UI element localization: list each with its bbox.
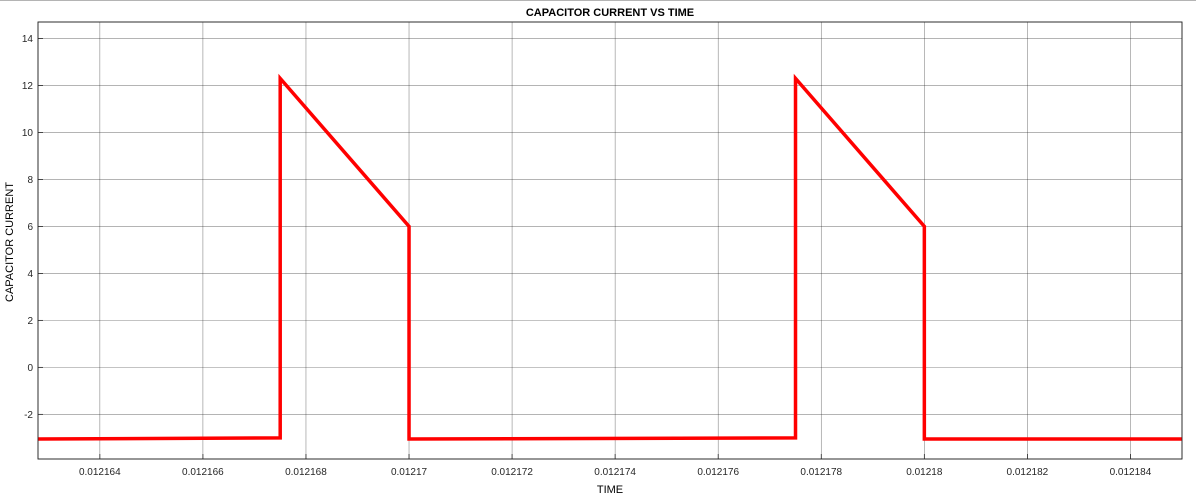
series-layer <box>37 73 1182 441</box>
plot-area <box>37 21 1183 460</box>
y-tick-label: 0 <box>27 363 33 374</box>
x-tick-label: 0.012166 <box>182 467 224 478</box>
y-axis-label: CAPACITOR CURRENT <box>4 182 16 302</box>
x-tick-label: 0.012182 <box>1007 467 1049 478</box>
y-tick-label: 2 <box>27 316 33 327</box>
chart-title: CAPACITOR CURRENT VS TIME <box>526 7 694 19</box>
x-tick-label: 0.012164 <box>79 467 121 478</box>
plot-frame <box>37 21 1183 460</box>
y-tick-label: 8 <box>27 175 33 186</box>
x-axis-label: TIME <box>597 484 623 496</box>
x-tick-label: 0.01218 <box>906 467 943 478</box>
y-tick-label: 12 <box>22 81 34 92</box>
grid <box>38 22 1182 459</box>
ticks: 0.012164 0.012166 0.012168 0.01217 0.012172 0… <box>22 34 1152 478</box>
y-tick-label: 10 <box>22 128 34 139</box>
x-tick-label: 0.012184 <box>1110 467 1152 478</box>
x-tick-label: 0.012172 <box>491 467 533 478</box>
x-tick-label: 0.01217 <box>391 467 428 478</box>
y-tick-label: 6 <box>27 222 33 233</box>
x-tick-label: 0.012176 <box>697 467 739 478</box>
x-tick-label: 0.012178 <box>800 467 842 478</box>
y-tick-label: -2 <box>24 410 33 421</box>
capacitor-current-line <box>37 73 1182 441</box>
x-tick-label: 0.012174 <box>594 467 636 478</box>
x-tick-label: 0.012168 <box>285 467 327 478</box>
y-tick-label: 4 <box>27 269 33 280</box>
window-top-border <box>0 0 1196 1</box>
y-tick-label: 14 <box>22 34 34 45</box>
